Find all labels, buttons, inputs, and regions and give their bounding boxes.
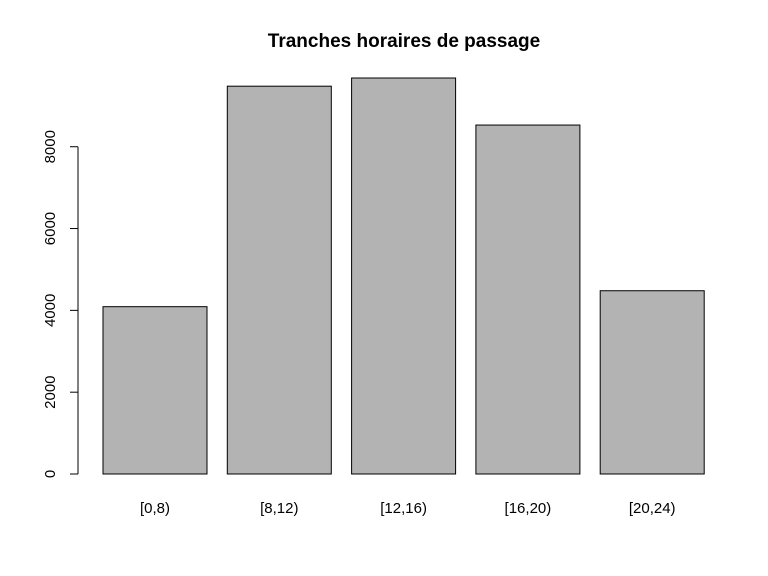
bar — [351, 77, 457, 475]
x-tick-label: [8,12) — [260, 500, 298, 517]
chart-title: Tranches horaires de passage — [268, 31, 540, 52]
x-tick-label: [0,8) — [140, 500, 170, 517]
x-axis-labels: [0,8) [8,12) [12,16) [16,20) [20,24) — [140, 500, 676, 517]
y-axis: 0 2000 4000 6000 8000 — [42, 130, 79, 478]
y-tick-label: 4000 — [42, 294, 59, 327]
y-tick-label: 6000 — [42, 212, 59, 245]
x-tick-label: [20,24) — [629, 500, 676, 517]
bar — [475, 124, 581, 475]
bars-group — [102, 77, 705, 475]
bar — [226, 85, 332, 475]
y-tick-label: 2000 — [42, 375, 59, 408]
bar — [599, 290, 705, 475]
x-tick-label: [16,20) — [505, 500, 552, 517]
bar — [102, 306, 208, 475]
y-tick-label: 8000 — [42, 130, 59, 163]
y-tick-label: 0 — [42, 470, 59, 478]
x-tick-label: [12,16) — [380, 500, 427, 517]
